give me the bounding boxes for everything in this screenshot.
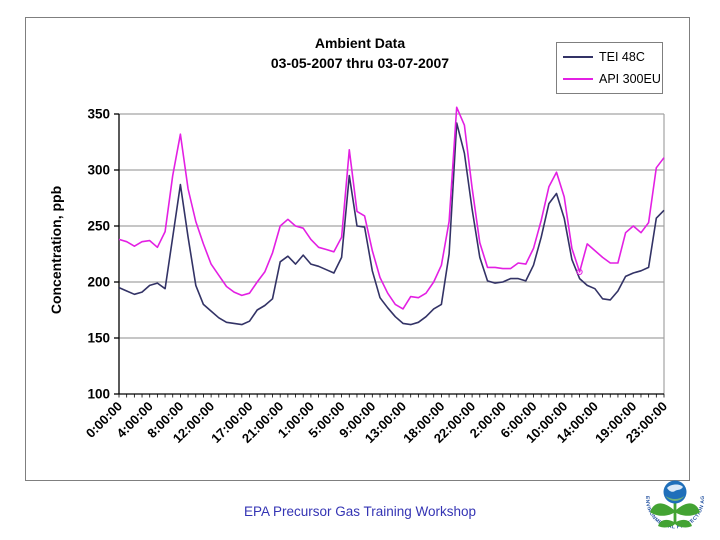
api300eu-line-swatch	[563, 77, 593, 80]
svg-text:350: 350	[87, 107, 110, 122]
legend-entry-tei48c: TEI 48C	[557, 50, 662, 64]
tei48c-label: TEI 48C	[599, 50, 645, 65]
api300eu-label: API 300EU	[599, 71, 661, 86]
lower-right-leaf	[675, 519, 692, 528]
epa-seal-logo: ENVIRONMENTAL PROTECTION AGENCY	[634, 472, 706, 530]
chart-frame	[25, 17, 690, 481]
left-leaf	[650, 503, 675, 516]
y-axis-title: Concentration, ppb	[48, 185, 64, 315]
svg-text:250: 250	[87, 219, 110, 234]
right-leaf	[675, 503, 700, 516]
chart-title: Ambient Data 03-05-2007 thru 03-07-2007	[115, 33, 605, 73]
svg-text:100: 100	[87, 387, 110, 402]
globe-continent	[667, 484, 683, 492]
chart-legend: TEI 48C API 300EU	[556, 42, 663, 94]
lower-left-leaf	[658, 519, 675, 528]
tei48c-line-swatch	[563, 56, 593, 59]
slide-footer: EPA Precursor Gas Training Workshop	[243, 504, 477, 519]
chart-title-line2: 03-05-2007 thru 03-07-2007	[270, 55, 450, 71]
chart-title-line1: Ambient Data	[314, 35, 406, 51]
svg-text:150: 150	[87, 331, 110, 346]
svg-text:200: 200	[87, 275, 110, 290]
legend-entry-api300eu: API 300EU	[557, 72, 662, 86]
svg-text:300: 300	[87, 163, 110, 178]
flower-stem	[673, 502, 677, 524]
globe-land-south	[665, 496, 685, 502]
epa-flower	[650, 480, 700, 528]
